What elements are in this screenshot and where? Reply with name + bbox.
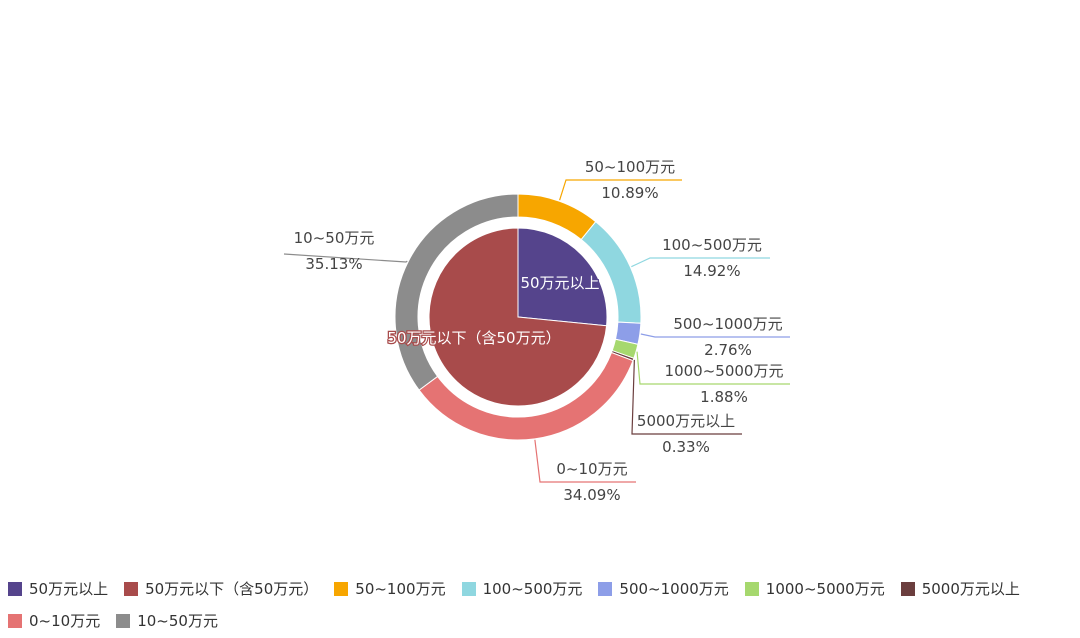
- slice-label-6: 10~50万元: [294, 229, 375, 247]
- slice-value-1: 14.92%: [683, 262, 740, 280]
- slice-value-3: 1.88%: [700, 388, 748, 406]
- leader-line-3: [636, 351, 790, 385]
- chart-legend: 50万元以上 50万元以下（含50万元） 50~100万元 100~500万元 500~…: [8, 574, 1078, 638]
- leader-line-5: [534, 439, 636, 483]
- slice-label-5: 0~10万元: [556, 460, 627, 478]
- slice-label-4: 5000万元以上: [637, 412, 735, 430]
- leader-line-2: [640, 333, 790, 338]
- leader-line-4: [631, 359, 742, 435]
- legend-item[interactable]: 1000~5000万元: [744, 574, 885, 604]
- legend-swatch: [8, 582, 22, 596]
- legend-label: 50万元以上: [29, 580, 109, 598]
- outer-slice-6[interactable]: [394, 193, 519, 391]
- legend-label: 500~1000万元: [619, 580, 729, 598]
- legend-swatch: [744, 582, 759, 596]
- legend-swatch: [8, 614, 22, 628]
- leader-line-0: [559, 179, 682, 201]
- legend-item[interactable]: 10~50万元: [116, 606, 218, 636]
- inner-slice-1[interactable]: [428, 227, 608, 407]
- legend-item[interactable]: 50~100万元: [334, 574, 446, 604]
- legend-swatch: [598, 582, 613, 596]
- slice-label-0: 50~100万元: [585, 158, 675, 176]
- slice-value-4: 0.33%: [662, 438, 710, 456]
- slice-value-6: 35.13%: [305, 255, 362, 273]
- legend-swatch: [461, 582, 476, 596]
- inner-slice-0[interactable]: [517, 227, 608, 327]
- legend-label: 10~50万元: [137, 612, 218, 630]
- legend-swatch: [900, 582, 915, 596]
- slice-value-2: 2.76%: [704, 341, 752, 359]
- inner-slice-label-0: 50万元以上: [520, 274, 599, 292]
- outer-ring: [394, 193, 642, 441]
- slice-value-0: 10.89%: [601, 184, 658, 202]
- slice-label-3: 1000~5000万元: [665, 362, 784, 380]
- legend-item[interactable]: 500~1000万元: [598, 574, 729, 604]
- legend-label: 100~500万元: [482, 580, 583, 598]
- legend-item[interactable]: 100~500万元: [461, 574, 583, 604]
- legend-item[interactable]: 0~10万元: [8, 606, 100, 636]
- leader-line-6: [283, 253, 408, 263]
- legend-label: 50~100万元: [355, 580, 446, 598]
- legend-swatch: [334, 582, 349, 596]
- legend-label: 50万元以下（含50万元）: [145, 580, 319, 598]
- inner-pie: [428, 227, 608, 407]
- slice-label-1: 100~500万元: [662, 236, 762, 254]
- legend-swatch: [124, 582, 139, 596]
- legend-label: 0~10万元: [29, 612, 101, 630]
- slice-value-5: 34.09%: [563, 486, 620, 504]
- slice-label-2: 500~1000万元: [673, 315, 782, 333]
- legend-item[interactable]: 5000万元以上: [900, 574, 1020, 604]
- legend-swatch: [116, 614, 131, 628]
- legend-label: 1000~5000万元: [765, 580, 885, 598]
- leader-lines: [283, 179, 790, 483]
- legend-item[interactable]: 50万元以上: [8, 574, 108, 604]
- inner-slice-label-1: 50万元以下（含50万元）: [387, 329, 560, 347]
- slice-labels: 50万元以上 50万元以下（含50万元） 50~100万元 10.89% 100~500…: [294, 158, 784, 504]
- legend-item[interactable]: 50万元以下（含50万元）: [124, 574, 318, 604]
- donut-chart: 50万元以上 50万元以下（含50万元） 50~100万元 10.89% 100~500…: [283, 158, 790, 504]
- leader-line-1: [631, 257, 770, 268]
- legend-label: 5000万元以上: [921, 580, 1020, 598]
